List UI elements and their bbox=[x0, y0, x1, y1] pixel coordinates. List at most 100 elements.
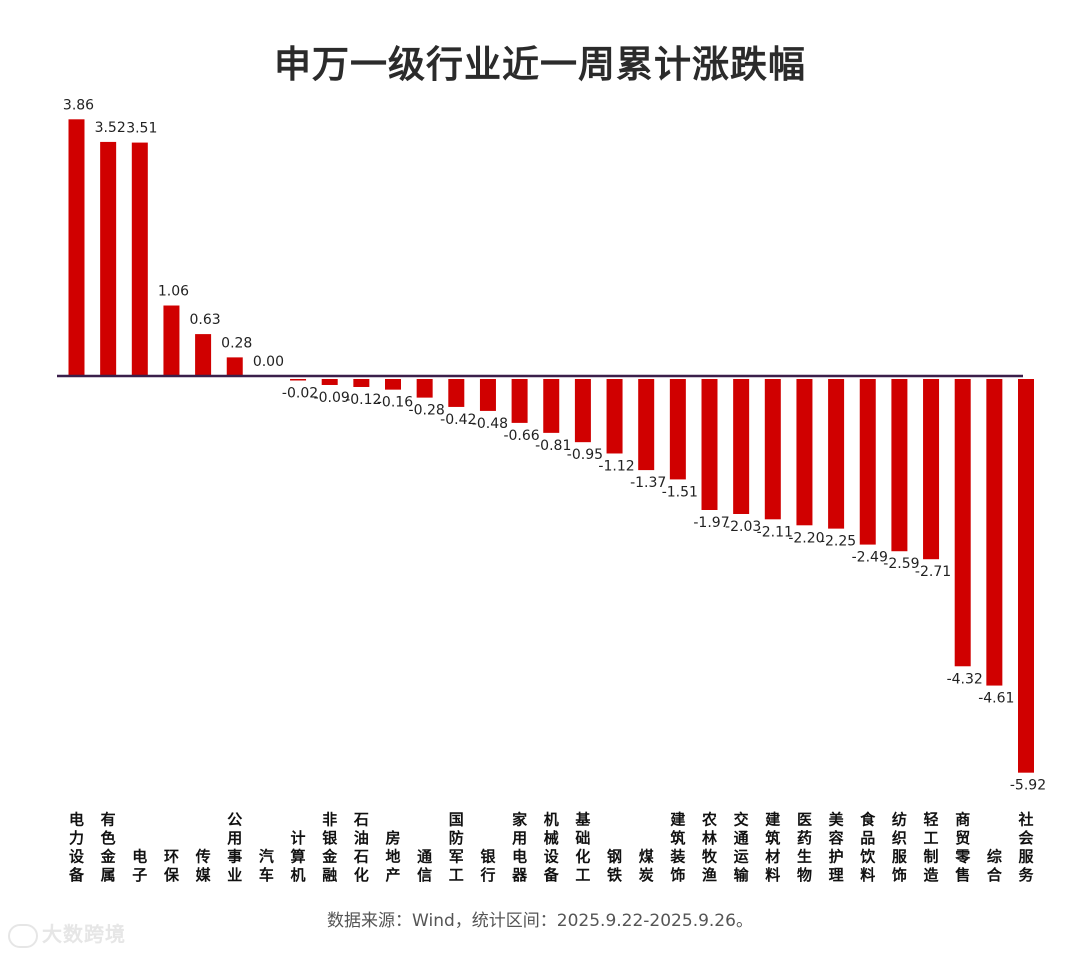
value-label-电子: 3.51 bbox=[126, 121, 157, 137]
bar-电力设备 bbox=[68, 119, 85, 376]
data-source-note: 数据来源：Wind，统计区间：2025.9.22-2025.9.26。 bbox=[327, 911, 753, 931]
bar-食品饮料 bbox=[859, 379, 876, 545]
category-label-电子: 电子 bbox=[132, 848, 147, 885]
watermark-icon bbox=[8, 923, 38, 948]
value-label-交通运输: -2.03 bbox=[725, 519, 761, 535]
chart-title: 申万一级行业近一周累计涨跌幅 bbox=[274, 43, 806, 86]
value-label-银行: -0.48 bbox=[472, 416, 508, 432]
category-label-公用事业: 公用事业 bbox=[227, 811, 242, 885]
value-label-非银金融: -0.09 bbox=[314, 390, 350, 406]
category-label-传媒: 传媒 bbox=[195, 848, 212, 885]
bar-房地产 bbox=[385, 379, 401, 390]
value-label-纺织服饰: -2.59 bbox=[883, 556, 919, 572]
bar-公用事业 bbox=[226, 357, 243, 376]
bar-计算机 bbox=[290, 379, 307, 381]
value-label-通信: -0.28 bbox=[409, 403, 445, 419]
bar-银行 bbox=[479, 379, 496, 411]
category-label-建筑装饰: 建筑装饰 bbox=[669, 811, 686, 885]
bar-建筑材料 bbox=[764, 379, 781, 520]
category-label-交通运输: 交通运输 bbox=[734, 811, 750, 885]
value-label-国防军工: -0.42 bbox=[440, 412, 476, 428]
category-label-银行: 银行 bbox=[479, 848, 496, 885]
category-label-医药生物: 医药生物 bbox=[797, 811, 812, 885]
bar-钢铁 bbox=[606, 379, 623, 454]
bar-石油石化 bbox=[353, 379, 370, 387]
value-label-有色金属: 3.52 bbox=[95, 120, 126, 136]
bar-机械设备 bbox=[543, 379, 560, 433]
watermark-text: 大数跨境 bbox=[42, 922, 126, 946]
value-label-美容护理: -2.25 bbox=[820, 534, 856, 550]
category-label-通信: 通信 bbox=[417, 848, 432, 885]
bar-交通运输 bbox=[733, 379, 750, 514]
bar-社会服务 bbox=[1018, 379, 1034, 773]
bar-国防军工 bbox=[448, 379, 465, 407]
value-labels-group: 3.863.52 3.511.060.630.280.00-0.02-0.09-0… bbox=[63, 97, 1046, 793]
category-label-国防军工: 国防军工 bbox=[449, 811, 464, 885]
category-label-有色金属: 有色金属 bbox=[100, 811, 117, 885]
value-label-房地产: -0.16 bbox=[377, 395, 413, 411]
value-label-家用电器: -0.66 bbox=[503, 428, 539, 444]
category-label-农林牧渔: 农林牧渔 bbox=[701, 811, 718, 885]
bars-group bbox=[68, 119, 1034, 773]
bar-美容护理 bbox=[828, 379, 845, 529]
category-label-轻工制造: 轻工制造 bbox=[924, 811, 939, 885]
value-label-汽车: 0.00 bbox=[253, 354, 284, 370]
category-label-美容护理: 美容护理 bbox=[828, 811, 845, 885]
bar-建筑装饰 bbox=[669, 379, 686, 480]
category-label-食品饮料: 食品饮料 bbox=[859, 811, 876, 885]
category-label-环保: 环保 bbox=[163, 848, 180, 885]
category-label-非银金融: 非银金融 bbox=[321, 811, 338, 885]
bar-非银金融 bbox=[321, 379, 338, 385]
value-label-环保: 1.06 bbox=[158, 284, 189, 300]
value-label-轻工制造: -2.71 bbox=[915, 564, 951, 580]
value-label-煤炭: -1.37 bbox=[630, 475, 666, 491]
bar-煤炭 bbox=[638, 379, 655, 471]
value-label-建筑装饰: -1.51 bbox=[662, 484, 698, 500]
category-label-钢铁: 钢铁 bbox=[607, 848, 622, 885]
category-label-商贸零售: 商贸零售 bbox=[954, 811, 971, 885]
category-label-机械设备: 机械设备 bbox=[543, 811, 560, 885]
value-label-社会服务: -5.92 bbox=[1010, 778, 1046, 794]
bar-基础化工 bbox=[574, 379, 591, 443]
bar-电子 bbox=[131, 142, 148, 376]
value-label-电力设备: 3.86 bbox=[63, 97, 94, 113]
category-label-建筑材料: 建筑材料 bbox=[764, 811, 781, 885]
bar-传媒 bbox=[195, 334, 212, 376]
category-label-房地产: 房地产 bbox=[385, 829, 400, 884]
bar-医药生物 bbox=[796, 379, 813, 526]
category-label-家用电器: 家用电器 bbox=[511, 811, 528, 885]
bar-农林牧渔 bbox=[701, 379, 718, 511]
value-label-石油石化: -0.12 bbox=[345, 392, 381, 408]
value-label-建筑材料: -2.11 bbox=[757, 524, 793, 540]
category-label-社会服务: 社会服务 bbox=[1017, 811, 1034, 885]
bar-家用电器 bbox=[511, 379, 528, 423]
value-label-商贸零售: -4.32 bbox=[947, 671, 983, 687]
bar-通信 bbox=[416, 379, 433, 398]
category-label-基础化工: 基础化工 bbox=[574, 811, 591, 885]
value-label-钢铁: -1.12 bbox=[598, 458, 634, 474]
bar-综合 bbox=[986, 379, 1003, 686]
watermark-logo: 大数跨境 bbox=[8, 918, 126, 948]
category-label-汽车: 汽车 bbox=[259, 848, 274, 885]
bar-商贸零售 bbox=[954, 379, 971, 667]
category-label-纺织服饰: 纺织服饰 bbox=[892, 811, 908, 885]
category-label-石油石化: 石油石化 bbox=[353, 811, 369, 885]
value-label-公用事业: 0.28 bbox=[221, 335, 252, 351]
bar-轻工制造 bbox=[923, 379, 940, 560]
bar-有色金属 bbox=[100, 141, 117, 376]
value-label-传媒: 0.63 bbox=[190, 312, 221, 328]
value-label-农林牧渔: -1.97 bbox=[693, 515, 729, 531]
value-label-综合: -4.61 bbox=[978, 691, 1014, 707]
value-label-基础化工: -0.95 bbox=[567, 447, 603, 463]
value-label-医药生物: -2.20 bbox=[788, 530, 824, 546]
category-label-电力设备: 电力设备 bbox=[68, 811, 85, 885]
value-label-食品饮料: -2.49 bbox=[852, 550, 888, 566]
bar-纺织服饰 bbox=[891, 379, 908, 552]
value-label-计算机: -0.02 bbox=[282, 386, 318, 402]
category-label-计算机: 计算机 bbox=[291, 829, 306, 884]
value-label-机械设备: -0.81 bbox=[535, 438, 571, 454]
bar-chart: 3.863.52 3.511.060.630.280.00-0.02-0.09-0… bbox=[57, 97, 1046, 885]
bar-环保 bbox=[163, 305, 180, 376]
category-label-综合: 综合 bbox=[986, 848, 1003, 885]
